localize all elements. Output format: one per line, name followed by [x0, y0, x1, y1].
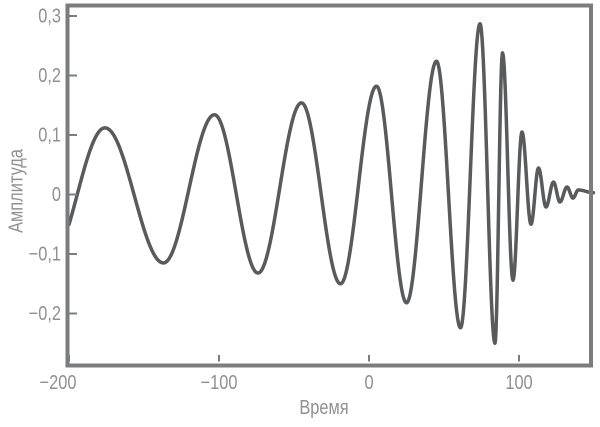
axis-ticks	[68, 15, 520, 362]
x-tick-label: 0	[364, 370, 373, 393]
y-tick-label: −0,2	[29, 301, 61, 324]
y-axis-title: Амплитуда	[4, 148, 27, 233]
y-tick-label: −0,1	[29, 242, 61, 265]
y-tick-label: 0,2	[38, 63, 61, 86]
y-tick-label: 0	[52, 182, 61, 205]
y-tick-label: 0,1	[38, 123, 61, 146]
plot-frame	[65, 3, 593, 368]
waveform-curve	[67, 21, 596, 345]
x-tick-label: 100	[505, 370, 532, 393]
x-tick-label: −100	[201, 370, 238, 393]
axis-tick-labels: −200 −100 0 100 0,3 0,2 0,1 0 −0,1 −0,2	[29, 4, 533, 393]
y-tick-label: 0,3	[38, 4, 61, 27]
x-axis-title: Время	[299, 395, 348, 418]
x-tick-label: −200	[40, 370, 77, 393]
